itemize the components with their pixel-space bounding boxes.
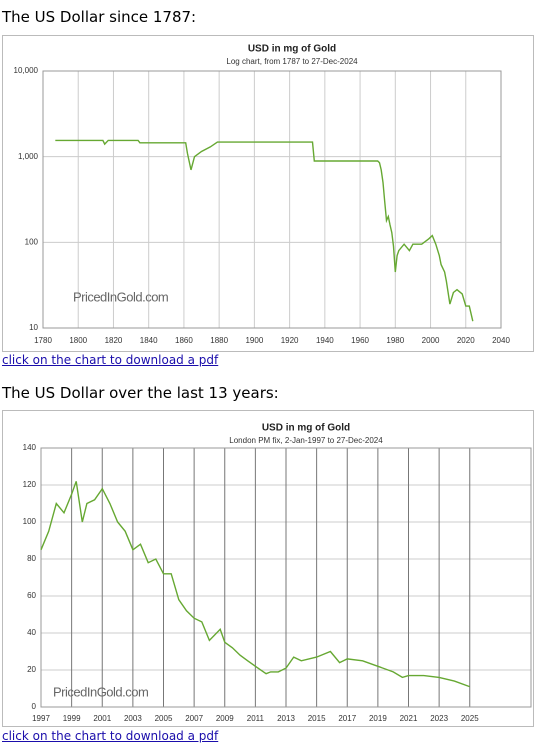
x-tick-label: 1997 — [32, 714, 50, 723]
x-tick-label: 1780 — [34, 336, 52, 345]
x-tick-label: 1980 — [386, 336, 404, 345]
plot-frame — [42, 70, 502, 329]
heading: The US Dollar over the last 13 years: — [2, 384, 279, 402]
x-tick-label: 1900 — [245, 336, 263, 345]
x-tick-label: 2013 — [277, 714, 295, 723]
y-tick-label: 1,000 — [18, 152, 39, 161]
data-line — [55, 139, 474, 322]
x-tick-label: 1920 — [281, 336, 299, 345]
x-tick-label: 2025 — [461, 714, 479, 723]
x-tick-label: 2019 — [369, 714, 387, 723]
chart[interactable]: USD in mg of Gold London PM fix, 2-Jan-19… — [2, 410, 534, 727]
y-tick-label: 120 — [23, 480, 37, 489]
data-line — [40, 481, 470, 688]
watermark: PricedInGold.com — [73, 289, 168, 304]
chart-subtitle: London PM fix, 2-Jan-1997 to 27-Dec-2024 — [229, 436, 383, 445]
y-tick-label: 140 — [23, 443, 37, 452]
x-tick-label: 2017 — [338, 714, 356, 723]
x-tick-label: 2011 — [247, 714, 265, 723]
x-tick-label: 1800 — [69, 336, 87, 345]
y-tick-label: 20 — [27, 665, 36, 674]
x-tick-label: 1860 — [175, 336, 193, 345]
x-tick-label: 1880 — [210, 336, 228, 345]
chart[interactable]: USD in mg of Gold Log chart, from 1787 to… — [2, 35, 534, 352]
download-link[interactable]: click on the chart to download a pdf — [2, 729, 219, 743]
x-tick-label: 1820 — [105, 336, 123, 345]
plot-frame — [40, 447, 532, 708]
watermark: PricedInGold.com — [53, 684, 148, 699]
y-tick-label: 10 — [29, 323, 38, 332]
x-tick-label: 1840 — [140, 336, 158, 345]
x-tick-label: 2005 — [155, 714, 173, 723]
x-tick-label: 2020 — [457, 336, 475, 345]
x-tick-label: 1999 — [63, 714, 81, 723]
x-tick-label: 2007 — [185, 714, 203, 723]
y-tick-label: 10,000 — [14, 66, 39, 75]
y-tick-label: 100 — [25, 237, 39, 246]
chart-subtitle: Log chart, from 1787 to 27-Dec-2024 — [226, 57, 358, 66]
x-tick-label: 2040 — [492, 336, 510, 345]
x-tick-label: 1960 — [351, 336, 369, 345]
x-tick-label: 2003 — [124, 714, 142, 723]
y-tick-label: 80 — [27, 554, 36, 563]
y-tick-label: 60 — [27, 591, 36, 600]
y-tick-label: 100 — [23, 517, 37, 526]
x-tick-label: 2021 — [400, 714, 418, 723]
y-tick-label: 40 — [27, 628, 36, 637]
chart-title: USD in mg of Gold — [262, 423, 350, 434]
x-tick-label: 2023 — [430, 714, 448, 723]
chart-title: USD in mg of Gold — [248, 44, 336, 55]
x-tick-label: 2015 — [308, 714, 326, 723]
x-tick-label: 2009 — [216, 714, 234, 723]
x-tick-label: 1940 — [316, 336, 334, 345]
x-tick-label: 2001 — [93, 714, 111, 723]
download-link[interactable]: click on the chart to download a pdf — [2, 353, 219, 367]
heading: The US Dollar since 1787: — [2, 8, 197, 26]
x-tick-label: 2000 — [422, 336, 440, 345]
y-tick-label: 0 — [32, 702, 37, 711]
